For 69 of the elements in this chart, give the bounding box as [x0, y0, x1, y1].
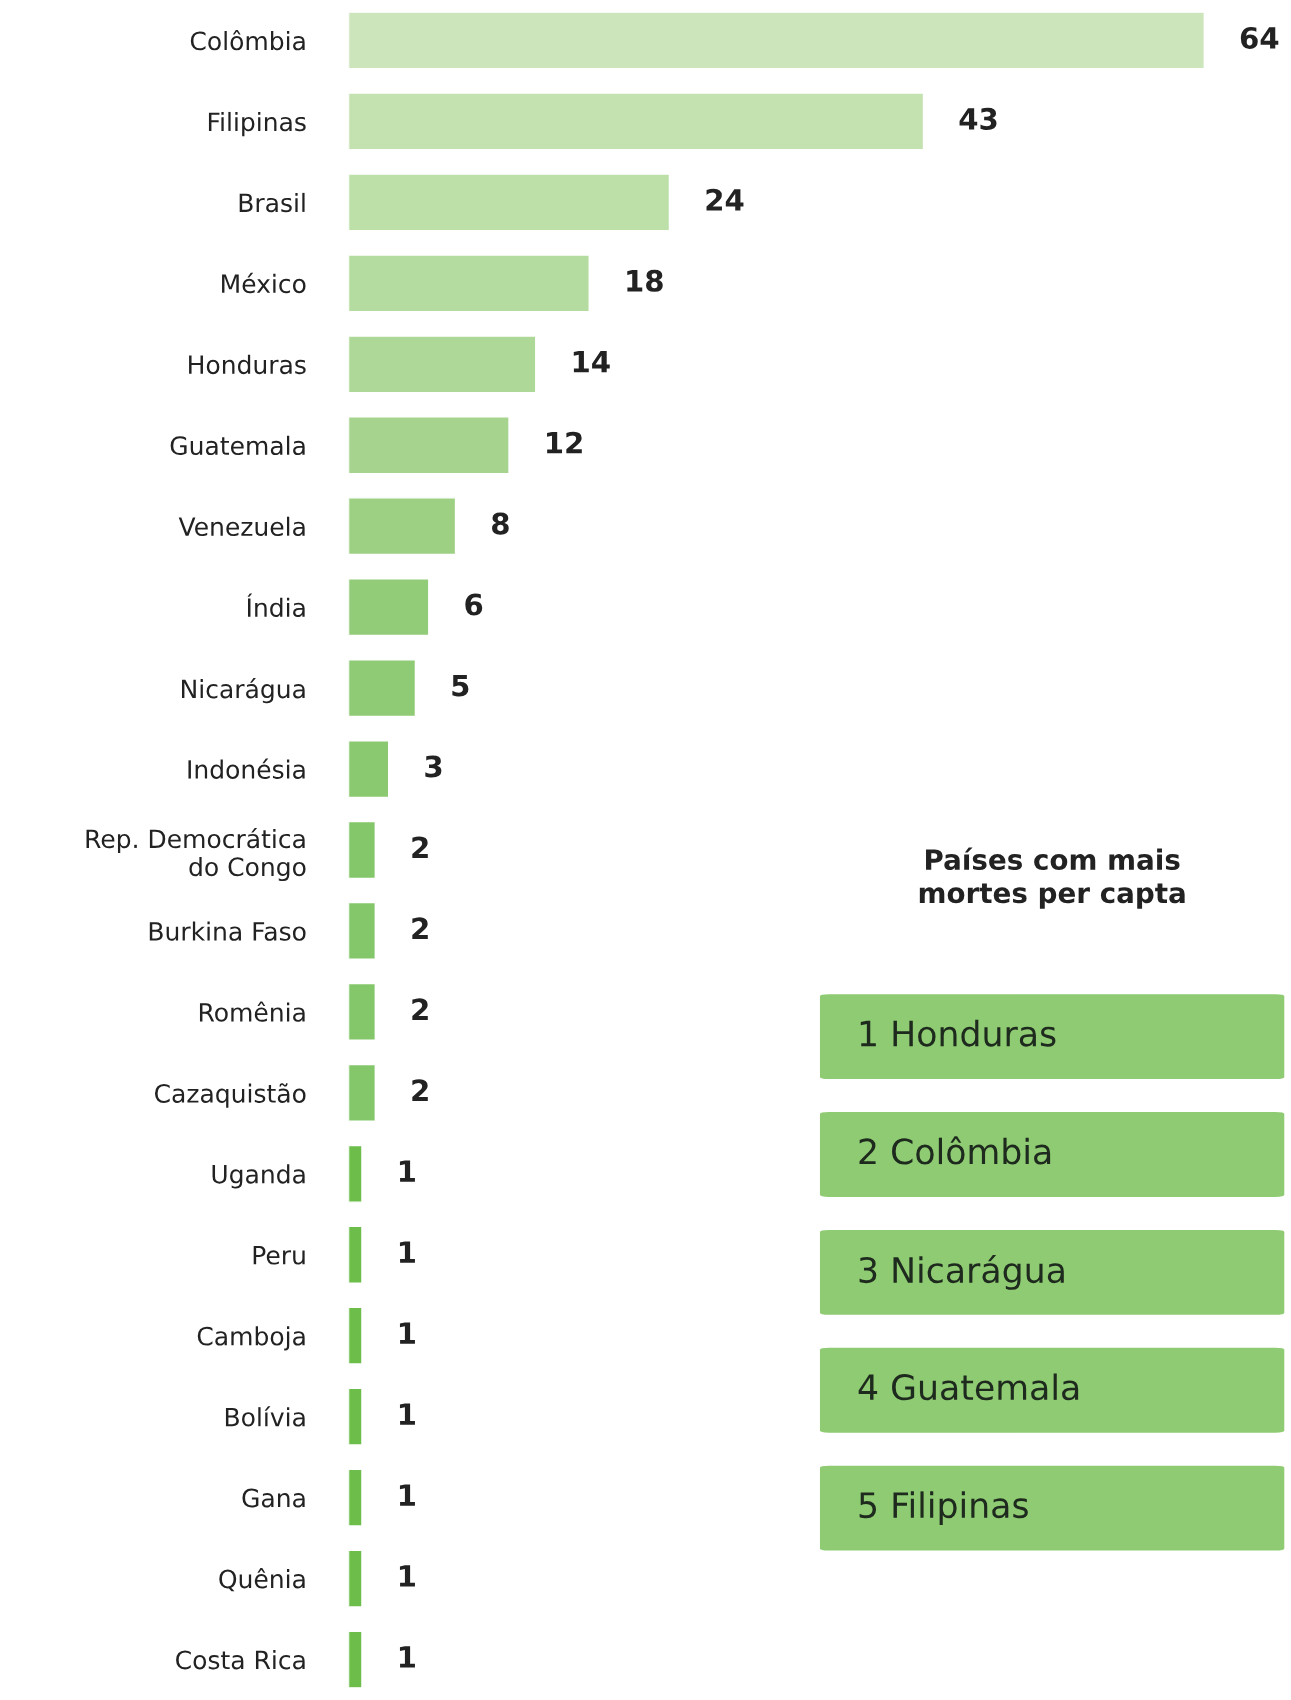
annotation: 1 Honduras — [860, 1019, 1056, 1047]
bar — [348, 335, 537, 394]
bar — [348, 416, 510, 475]
y-tick-label: Guatemala — [170, 435, 305, 456]
data-label: 2 — [412, 836, 428, 859]
data-label: 2 — [412, 917, 428, 939]
data-label: 18 — [627, 269, 663, 292]
y-tick-label: Venezuela — [178, 516, 305, 537]
bar — [348, 1387, 363, 1446]
bar — [348, 1549, 363, 1608]
data-label: 43 — [959, 107, 997, 130]
bar — [348, 1144, 363, 1203]
y-tick-label: Romênia — [199, 1001, 305, 1022]
data-label: 12 — [547, 431, 582, 454]
y-tick-label: Indonésia — [188, 758, 305, 779]
data-label: 24 — [706, 188, 744, 211]
data-label: 1 — [399, 1160, 415, 1182]
bar — [348, 497, 457, 556]
data-label: 14 — [573, 351, 610, 373]
y-tick-label: Burkina Faso — [149, 921, 306, 941]
bar — [348, 1468, 363, 1527]
data-label: 1 — [399, 1241, 415, 1263]
bar — [348, 1063, 377, 1122]
bar — [348, 820, 377, 880]
data-label: 2 — [412, 998, 428, 1020]
y-tick-label: Peru — [253, 1246, 305, 1265]
bar — [348, 982, 377, 1041]
y-tick-label: Nicarágua — [182, 678, 305, 704]
bar — [348, 11, 1206, 70]
data-label: 1 — [399, 1484, 415, 1506]
y-tick-label: Cazaquistão — [154, 1083, 306, 1108]
data-label: 1 — [399, 1646, 415, 1668]
data-label: 1 — [399, 1403, 415, 1425]
data-label: 3 — [425, 755, 442, 778]
data-label: 2 — [412, 1079, 428, 1101]
data-label: 64 — [1240, 26, 1279, 49]
y-tick-label: Uganda — [212, 1164, 305, 1189]
bar — [348, 901, 377, 960]
bar — [348, 740, 390, 799]
data-label: 5 — [452, 674, 469, 697]
bar — [348, 92, 925, 151]
bar — [348, 1306, 363, 1365]
annotation: 3 Nicarágua — [859, 1254, 1064, 1290]
y-tick-label: México — [222, 272, 306, 294]
y-tick-label: Costa Rica — [176, 1650, 305, 1670]
y-tick-label: Colômbia — [190, 29, 305, 51]
data-label: 8 — [492, 512, 509, 535]
y-tick-label: Rep. Democrática do Congo — [86, 827, 306, 882]
bar — [348, 254, 590, 313]
y-tick-label: Gana — [242, 1488, 305, 1508]
y-tick-label: Honduras — [189, 354, 306, 375]
y-tick-label: Índia — [247, 593, 305, 617]
bar — [348, 173, 671, 232]
bar — [348, 578, 430, 637]
data-label: 6 — [465, 593, 483, 616]
data-label: 1 — [399, 1565, 415, 1587]
y-tick-label: Camboja — [197, 1326, 305, 1351]
y-tick-label: Quênia — [219, 1568, 305, 1592]
bar — [348, 659, 417, 718]
annotation: 4 Guatemala — [858, 1373, 1079, 1401]
text: Países com mais mortes per capta — [919, 847, 1185, 909]
y-tick-label: Brasil — [239, 192, 305, 213]
y-tick-label: Bolívia — [225, 1406, 305, 1427]
annotation: 5 Filipinas — [859, 1491, 1028, 1525]
bar — [348, 1630, 363, 1689]
data-label: 1 — [399, 1322, 415, 1344]
bar — [348, 1225, 363, 1284]
y-tick-label: Filipinas — [208, 111, 306, 137]
annotation: 2 Colômbia — [859, 1136, 1051, 1165]
